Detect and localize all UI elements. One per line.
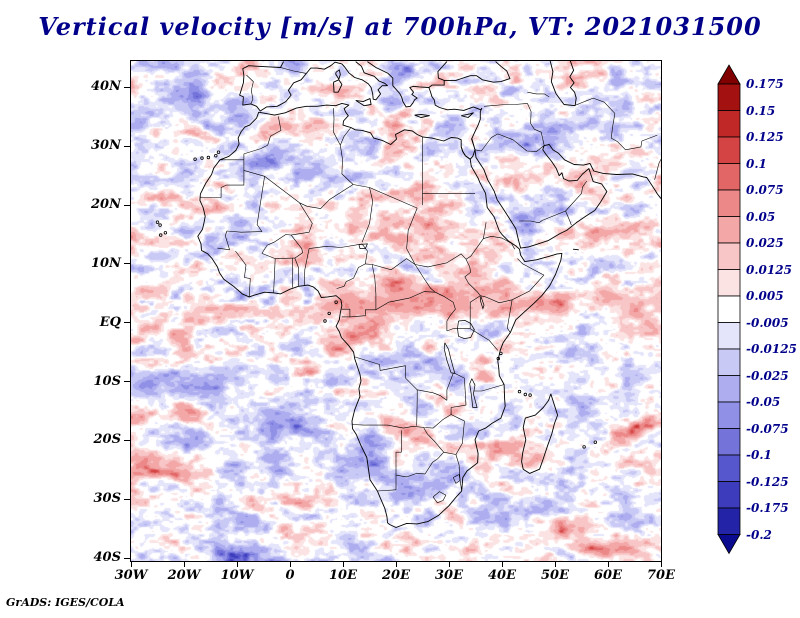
- lat-tick-label: EQ: [99, 314, 121, 330]
- colorbar-tick-label: 0.1: [746, 156, 767, 171]
- lat-tick-label: 10N: [91, 255, 121, 271]
- colorbar-tick-label: 0.125: [746, 130, 784, 144]
- lat-tick-label: 30S: [93, 491, 121, 507]
- lon-tick-label: 20E: [382, 568, 410, 583]
- lat-tick-label: 10S: [93, 373, 121, 389]
- lon-tick-mark: [395, 561, 397, 567]
- lat-tick-mark: [124, 145, 130, 147]
- colorbar-tick-label: -0.175: [746, 501, 789, 515]
- lat-tick-mark: [124, 557, 130, 559]
- colorbar-tick-label: 0.15: [746, 103, 776, 118]
- colorbar-tick-label: -0.05: [746, 395, 781, 409]
- lat-tick-label: 40S: [93, 550, 121, 566]
- coastlines-borders-overlay: [155, 61, 661, 528]
- colorbar-tick-label: 0.005: [746, 289, 784, 303]
- colorbar-tick-label: 0.05: [746, 209, 776, 224]
- lon-tick-label: 20W: [167, 568, 201, 583]
- grads-attribution: GrADS: IGES/COLA: [6, 596, 125, 609]
- lon-tick-label: 60E: [594, 568, 622, 583]
- lat-tick-mark: [124, 263, 130, 265]
- colorbar-scale: [717, 64, 741, 555]
- colorbar-tick-label: -0.075: [746, 421, 789, 436]
- lon-tick-mark: [607, 561, 609, 567]
- lon-tick-mark: [183, 561, 185, 567]
- lon-tick-label: 0: [285, 568, 295, 583]
- colorbar-tick-label: -0.0125: [746, 342, 797, 356]
- plot-title: Vertical velocity [m/s] at 700hPa, VT: 2…: [38, 12, 762, 41]
- lat-tick-mark: [124, 322, 130, 324]
- lon-tick-mark: [448, 561, 450, 567]
- lon-tick-mark: [130, 561, 132, 567]
- lon-tick-label: 10E: [329, 568, 357, 583]
- lon-tick-label: 10W: [220, 568, 254, 583]
- lat-tick-mark: [124, 381, 130, 383]
- colorbar-tick-label: 0.0125: [746, 262, 792, 277]
- map-plot-area: 40N 30N 20N 10N EQ 10S 20S 30S 40S 30W 20W 10W 0 10E 2…: [91, 60, 675, 583]
- lon-tick-label: 40E: [488, 568, 516, 583]
- colorbar-tick-label: -0.125: [746, 474, 789, 489]
- lat-tick-label: 20N: [91, 197, 121, 213]
- lon-tick-label: 70E: [647, 568, 675, 583]
- lat-tick-label: 40N: [91, 79, 121, 95]
- colorbar-tick-label: -0.005: [746, 315, 789, 330]
- lat-tick-mark: [124, 498, 130, 500]
- lon-tick-mark: [660, 561, 662, 567]
- lon-tick-mark: [554, 561, 556, 567]
- colorbar-tick-label: -0.025: [746, 368, 789, 383]
- lon-tick-label: 30W: [114, 568, 148, 583]
- lon-tick-label: 30E: [435, 568, 463, 583]
- lon-tick-label: 50E: [541, 568, 569, 583]
- lon-tick-mark: [342, 561, 344, 567]
- lon-tick-mark: [501, 561, 503, 567]
- lat-tick-mark: [124, 439, 130, 441]
- lat-tick-label: 20S: [93, 432, 121, 448]
- lat-tick-mark: [124, 204, 130, 206]
- lon-tick-mark: [289, 561, 291, 567]
- colorbar-tick-label: 0.025: [746, 236, 784, 250]
- colorbar-tick-label: -0.2: [746, 527, 772, 542]
- colorbar: 0.175 0.15 0.125 0.1 0.075 0.05 0.025 0.0125 0.0…: [712, 62, 800, 572]
- lon-tick-mark: [236, 561, 238, 567]
- colorbar-tick-label: 0.075: [746, 183, 784, 197]
- lat-tick-label: 30N: [91, 138, 121, 154]
- lat-tick-mark: [124, 86, 130, 88]
- colorbar-tick-label: -0.1: [746, 448, 772, 462]
- colorbar-tick-label: 0.175: [746, 77, 784, 91]
